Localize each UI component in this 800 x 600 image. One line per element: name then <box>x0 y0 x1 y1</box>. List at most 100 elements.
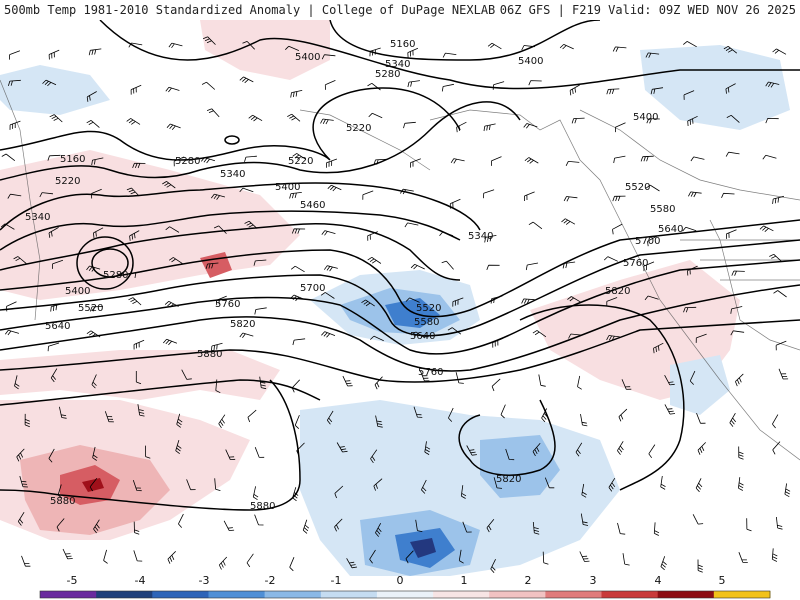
wind-barb <box>93 227 104 238</box>
wind-barb <box>367 231 378 241</box>
wind-barb <box>441 83 454 92</box>
wind-barb <box>441 260 454 270</box>
wind-barb <box>50 303 62 312</box>
wind-barb <box>653 522 660 536</box>
colorbar-swatch <box>657 591 715 598</box>
wind-barb <box>769 253 783 263</box>
positive-anomaly-region <box>0 350 280 400</box>
wind-barb <box>559 44 574 50</box>
wind-barb <box>186 479 196 491</box>
wind-barb <box>563 196 578 202</box>
contour-label: 5760 <box>215 299 240 310</box>
negative-anomaly-region <box>640 45 790 130</box>
wind-barb <box>487 42 502 50</box>
wind-barb <box>130 84 142 95</box>
wind-barb <box>721 192 735 198</box>
colorbar-tick: 3 <box>590 574 597 587</box>
contour-label: 5220 <box>55 176 80 187</box>
wind-barb <box>687 115 698 127</box>
contour-label: 5820 <box>230 319 255 330</box>
wind-barb <box>407 80 420 88</box>
wind-barb <box>145 445 151 459</box>
wind-barb <box>772 414 779 429</box>
wind-barb <box>132 479 142 492</box>
wind-barb <box>134 270 147 278</box>
wind-barb <box>321 230 336 236</box>
wind-barb <box>458 549 464 564</box>
wind-barb <box>613 155 626 164</box>
colorbar-swatch <box>40 591 97 598</box>
wind-barb <box>439 231 454 237</box>
contour-line <box>519 304 685 491</box>
wind-barb <box>650 87 664 95</box>
wind-barb <box>289 192 302 199</box>
wind-barb <box>778 368 789 380</box>
wind-barb <box>524 157 539 164</box>
wind-barb <box>334 485 344 499</box>
contour-line <box>0 182 481 231</box>
negative-anomaly-region <box>670 355 730 415</box>
colorbar-tick: -4 <box>135 574 146 587</box>
wind-barb <box>213 225 227 234</box>
wind-barb <box>615 122 626 133</box>
negative-anomaly-region <box>410 538 436 558</box>
colorbar-tick: 1 <box>461 574 468 587</box>
wind-barbs <box>0 36 791 573</box>
wind-barb <box>242 41 255 50</box>
wind-barb <box>89 306 104 312</box>
wind-barb <box>254 514 264 526</box>
wind-barb <box>730 330 745 336</box>
wind-barb <box>580 414 588 427</box>
wind-barb <box>729 412 737 427</box>
wind-barb <box>580 513 589 526</box>
contour-labels: 5160 5220 5220 5220 5280 5280 5280 5340 … <box>25 39 683 512</box>
colorbar-frame <box>39 590 771 599</box>
wind-barb <box>738 446 744 460</box>
wind-barb <box>456 121 467 133</box>
wind-barb <box>682 226 697 232</box>
contour-label: 5580 <box>650 204 675 215</box>
wind-barb <box>612 195 626 202</box>
wind-barb <box>178 513 184 528</box>
wind-barb <box>784 483 791 498</box>
wind-barb <box>606 88 620 95</box>
contour-label: 5640 <box>410 331 435 342</box>
wind-barb <box>521 298 535 304</box>
contour-label: 5760 <box>418 367 443 378</box>
wind-barb <box>579 551 590 562</box>
wind-barb <box>369 549 376 564</box>
wind-barb <box>373 478 383 491</box>
wind-barb <box>42 79 57 87</box>
wind-barb <box>321 331 336 338</box>
wind-barb <box>292 153 307 160</box>
wind-barb <box>738 477 744 491</box>
wind-barb <box>336 442 348 453</box>
wind-barb <box>202 36 216 45</box>
closed-low-contour <box>224 135 240 145</box>
wind-barb <box>239 332 254 339</box>
wind-barb <box>50 368 58 383</box>
wind-barb <box>19 475 28 488</box>
wind-barb <box>466 445 477 456</box>
wind-barb <box>205 262 219 269</box>
wind-barb <box>291 379 300 393</box>
wind-barb <box>490 295 503 304</box>
colorbar: -5 -4 -3 -2 -1 0 1 2 3 4 5 <box>39 574 771 599</box>
wind-barb <box>524 191 535 202</box>
contour-label: 5160 <box>60 154 85 165</box>
wind-barb <box>617 441 624 455</box>
wind-barb <box>410 263 425 270</box>
wind-barb <box>544 477 555 489</box>
wind-barb <box>126 187 140 197</box>
wind-barb <box>246 553 254 568</box>
contour-label: 5340 <box>25 212 50 223</box>
contour-line <box>329 20 601 61</box>
wind-barb <box>455 372 464 384</box>
wind-barb <box>24 413 30 428</box>
wind-barb <box>442 52 457 58</box>
wind-barb <box>292 338 306 346</box>
wind-barb <box>289 557 295 572</box>
wind-barb <box>491 378 501 392</box>
wind-barb <box>253 259 267 266</box>
wind-barb <box>404 222 419 228</box>
